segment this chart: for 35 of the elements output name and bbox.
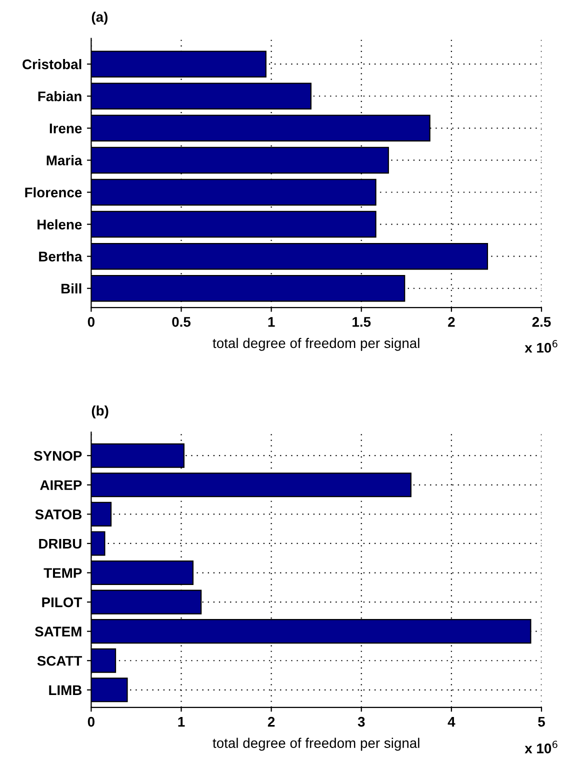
y-tick-label: Helene [38, 219, 82, 230]
x-tick-label: 0 [88, 316, 94, 327]
y-tick-label: Irene [50, 124, 82, 134]
y-tick-label: TEMP [44, 568, 82, 578]
y-tick-label: Florence [25, 187, 82, 198]
y-tick-label: PILOT [42, 597, 82, 608]
x-tick-label: 4 [448, 717, 456, 727]
y-tick-label: Bill [61, 283, 82, 294]
y-tick-label: Fabian [38, 91, 82, 102]
x-tick-label: 3 [358, 716, 365, 727]
x-tick-label: 5 [538, 717, 545, 727]
x-tick-label: 2 [268, 716, 275, 727]
x-tick-label: 2.5 [532, 316, 551, 327]
y-tick-label: SATOB [35, 510, 82, 520]
y-tick-label: AIREP [40, 480, 82, 490]
x-axis-title: total degree of freedom per signal [212, 338, 420, 351]
y-tick-label: Cristobal [22, 59, 82, 70]
y-tick-label: SATEM [34, 626, 82, 636]
x-tick-label: 2 [448, 316, 455, 327]
y-tick-label: Maria [46, 155, 82, 166]
x-axis-title: total degree of freedom per signal [212, 738, 420, 751]
x-tick-label: 1 [268, 317, 275, 327]
x-tick-label: 0 [88, 716, 94, 727]
y-tick-label: LIMB [49, 685, 82, 695]
y-tick-label: DRIBU [39, 538, 82, 549]
y-tick-label: Bertha [39, 251, 82, 262]
y-tick-label: SYNOP [34, 450, 82, 461]
x-tick-label: 0.5 [172, 316, 191, 327]
x-tick-label: 1.5 [352, 317, 371, 327]
chart-title: (b) [92, 405, 108, 418]
text: x 10$^{6}$ [524, 740, 558, 754]
chart-title: (a) [92, 12, 108, 25]
x-tick-label: 1 [178, 717, 185, 727]
text: x 10$^{6}$ [524, 340, 558, 353]
y-tick-label: SCATT [37, 656, 82, 666]
